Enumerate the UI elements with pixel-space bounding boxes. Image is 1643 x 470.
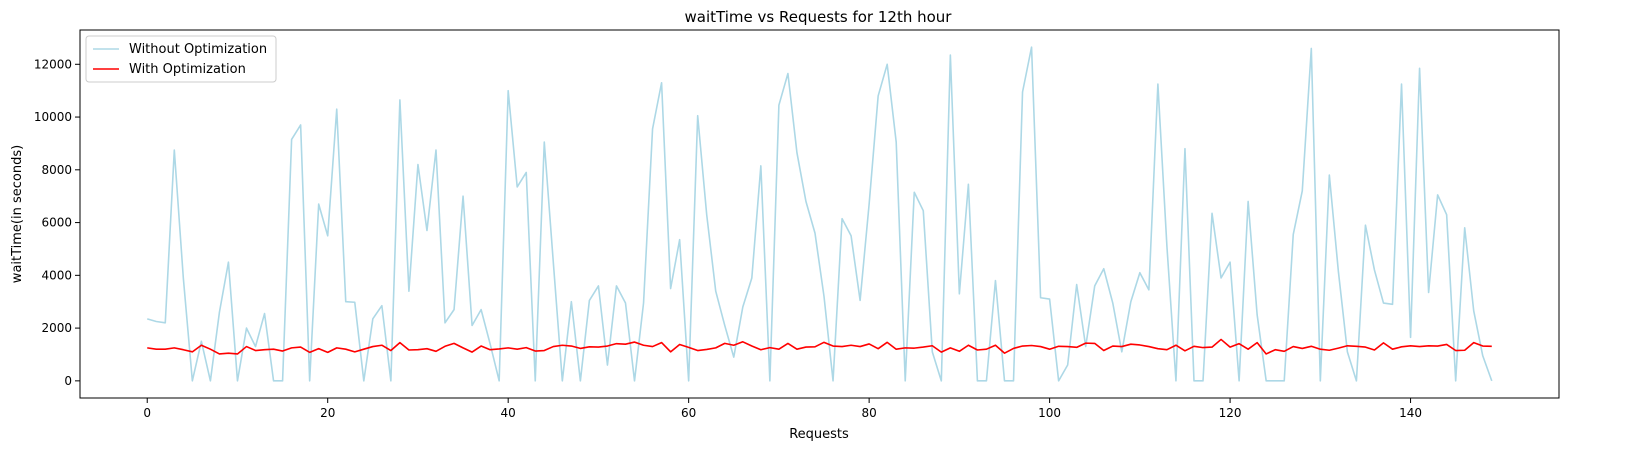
legend-box bbox=[85, 35, 277, 83]
x-tick-label: 0 bbox=[143, 406, 151, 420]
axes-frame bbox=[79, 29, 1560, 399]
series-layer bbox=[147, 46, 1493, 382]
legend: Without Optimization With Optimization bbox=[85, 35, 277, 83]
y-tick-label: 0 bbox=[64, 374, 72, 388]
y-tick-label: 8000 bbox=[41, 163, 72, 177]
y-tick-label: 2000 bbox=[41, 321, 72, 335]
legend-label-without-optimization: Without Optimization bbox=[129, 42, 267, 57]
y-tick-label: 4000 bbox=[41, 268, 72, 282]
plot-area: 0 20 40 60 80 100 120 140 0 2000 4000 6000 8000 1000… bbox=[34, 29, 1560, 420]
y-tick-label: 12000 bbox=[34, 57, 72, 71]
x-axis-label: Requests bbox=[789, 427, 849, 442]
x-tick-label: 20 bbox=[320, 406, 335, 420]
series-line-with-optimization bbox=[147, 338, 1492, 355]
x-tick-label: 40 bbox=[501, 406, 516, 420]
x-axis-ticks: 0 20 40 60 80 100 120 140 bbox=[143, 398, 1422, 420]
x-tick-label: 100 bbox=[1038, 406, 1061, 420]
y-axis-label: waitTime(in seconds) bbox=[10, 145, 25, 283]
x-tick-label: 140 bbox=[1399, 406, 1422, 420]
legend-label-with-optimization: With Optimization bbox=[129, 62, 246, 77]
y-axis-ticks: 0 2000 4000 6000 8000 10000 12000 bbox=[34, 57, 80, 388]
series-line-without-optimization bbox=[147, 46, 1493, 382]
x-tick-label: 80 bbox=[861, 406, 876, 420]
x-tick-label: 120 bbox=[1219, 406, 1242, 420]
chart-title: waitTime vs Requests for 12th hour bbox=[685, 8, 953, 26]
y-tick-label: 10000 bbox=[34, 110, 72, 124]
y-tick-label: 6000 bbox=[41, 216, 72, 230]
x-tick-label: 60 bbox=[681, 406, 696, 420]
